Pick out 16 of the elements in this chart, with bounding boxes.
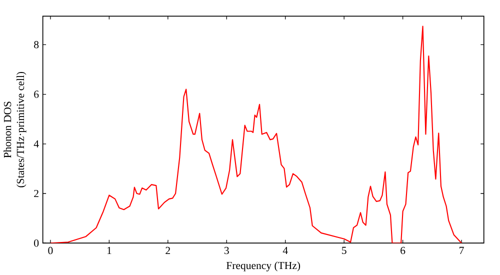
x-tick-label: 5 — [342, 246, 346, 254]
y-tick-label: 8 — [34, 41, 39, 48]
x-tick-label: 0 — [48, 246, 53, 254]
x-axis-title: Frequency (THz) — [226, 262, 300, 272]
y-axis-title: Phonon DOS (States/THz·primitive cell) — [4, 72, 26, 188]
x-tick-label: 6 — [400, 246, 406, 254]
y-tick-label: 6 — [34, 90, 39, 98]
x-tick-label: 1 — [107, 246, 112, 254]
x-tick-label: 4 — [282, 246, 288, 254]
x-tick-label: 7 — [460, 246, 464, 254]
x-tick-label: 3 — [224, 246, 229, 254]
y-tick-label: 4 — [34, 140, 39, 148]
x-tick-label: 2 — [166, 246, 170, 254]
line-series — [50, 26, 462, 244]
y-tick-label: 0 — [34, 240, 39, 247]
y-tick-label: 2 — [34, 190, 38, 198]
